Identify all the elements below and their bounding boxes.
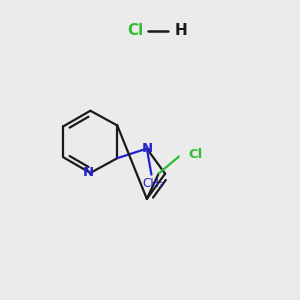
Text: Cl: Cl bbox=[127, 23, 143, 38]
Text: N: N bbox=[141, 142, 152, 155]
Text: Cl: Cl bbox=[188, 148, 202, 161]
Text: CH₃: CH₃ bbox=[142, 177, 164, 190]
Text: N: N bbox=[83, 167, 94, 179]
Text: H: H bbox=[175, 23, 188, 38]
